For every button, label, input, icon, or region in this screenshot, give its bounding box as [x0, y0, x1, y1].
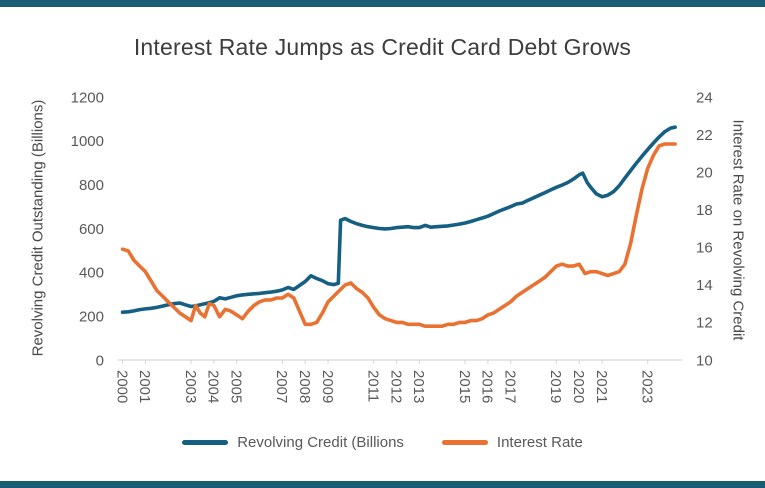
right-tick-label: 10: [696, 352, 713, 369]
x-tick-label: 2016: [479, 370, 496, 403]
left-tick-label: 600: [79, 221, 104, 238]
legend-item-interest-rate: Interest Rate: [441, 433, 583, 451]
x-tick-label: 2013: [410, 370, 427, 403]
x-tick-label: 2003: [182, 370, 199, 403]
x-tick-label: 2009: [319, 370, 336, 403]
x-tick-label: 2004: [205, 370, 222, 403]
left-tick-label: 400: [79, 265, 104, 282]
legend-label-revolving-credit: Revolving Credit (Billions: [237, 433, 404, 451]
x-tick-label: 2023: [638, 370, 655, 403]
x-tick-label: 2000: [113, 370, 130, 403]
x-tick-label: 2020: [570, 370, 587, 403]
x-tick-label: 2008: [296, 370, 313, 403]
legend: Revolving Credit (Billions Interest Rate: [0, 428, 765, 456]
x-tick-label: 2011: [364, 370, 381, 402]
chart-title: Interest Rate Jumps as Credit Card Debt …: [133, 34, 632, 60]
right-tick-label: 12: [696, 315, 713, 332]
x-tick-label: 2019: [547, 370, 564, 403]
right-tick-label: 14: [696, 277, 713, 294]
left-tick-label: 200: [79, 308, 104, 325]
x-tick-label: 2021: [593, 370, 610, 403]
bottom-border-bar: [0, 481, 765, 488]
right-tick-label: 18: [696, 202, 713, 219]
top-border-bar: [0, 0, 765, 7]
x-tick-label: 2017: [501, 370, 518, 403]
right-tick-label: 16: [696, 240, 713, 257]
right-tick-label: 20: [696, 164, 713, 181]
left-tick-label: 1200: [71, 89, 104, 106]
revolving-credit-line-swatch: [182, 439, 229, 445]
x-tick-label: 2005: [227, 370, 244, 403]
x-tick-label: 2012: [387, 370, 404, 403]
legend-label-interest-rate: Interest Rate: [496, 433, 583, 451]
left-tick-label: 800: [79, 177, 104, 194]
x-tick-label: 2015: [456, 370, 473, 403]
right-tick-label: 24: [696, 89, 713, 106]
right-tick-label: 22: [696, 127, 713, 144]
left-tick-label: 1000: [71, 133, 104, 150]
interest-rate-line-swatch: [441, 439, 488, 445]
left-tick-label: 0: [96, 352, 104, 369]
series-line-interest-rate: [120, 142, 677, 329]
x-tick-label: 2001: [136, 370, 153, 403]
x-tick-label: 2007: [273, 370, 290, 403]
legend-item-revolving-credit: Revolving Credit (Billions: [182, 434, 404, 451]
series-line-revolving-credit: [120, 125, 677, 315]
